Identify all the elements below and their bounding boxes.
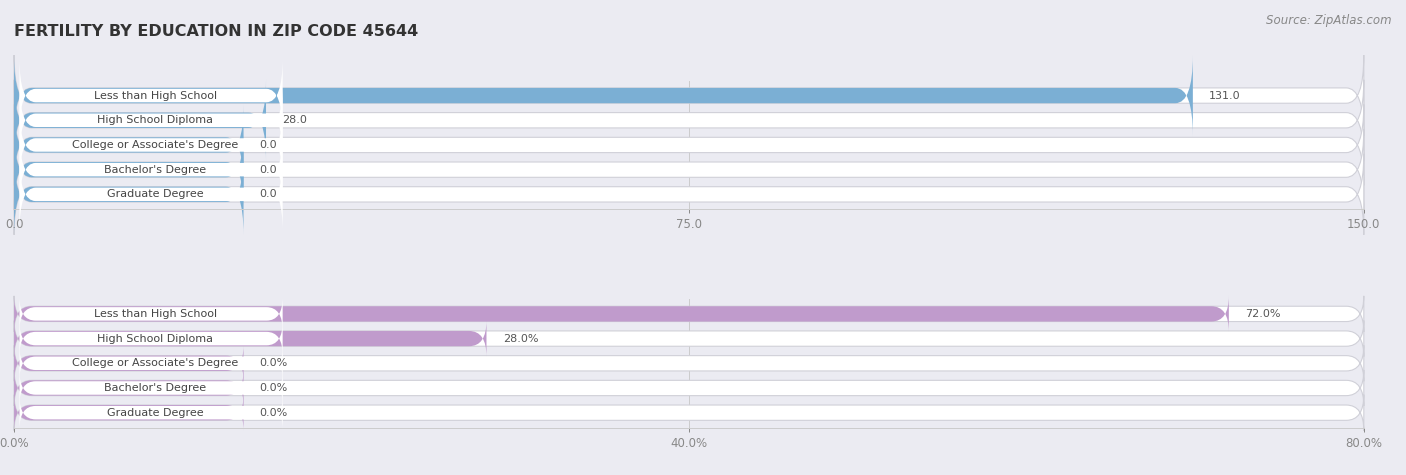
FancyBboxPatch shape <box>20 107 283 183</box>
FancyBboxPatch shape <box>20 132 283 208</box>
Text: Less than High School: Less than High School <box>94 91 217 101</box>
FancyBboxPatch shape <box>14 395 1364 431</box>
Text: 28.0: 28.0 <box>283 115 307 125</box>
Text: Bachelor's Degree: Bachelor's Degree <box>104 165 207 175</box>
FancyBboxPatch shape <box>14 395 243 431</box>
FancyBboxPatch shape <box>20 322 283 356</box>
FancyBboxPatch shape <box>20 346 283 380</box>
FancyBboxPatch shape <box>14 104 1364 185</box>
FancyBboxPatch shape <box>14 296 1364 332</box>
FancyBboxPatch shape <box>14 345 243 381</box>
FancyBboxPatch shape <box>14 321 486 357</box>
FancyBboxPatch shape <box>20 58 283 133</box>
Text: 0.0: 0.0 <box>260 140 277 150</box>
Text: High School Diploma: High School Diploma <box>97 333 214 343</box>
Text: 0.0%: 0.0% <box>260 358 288 368</box>
Text: 0.0%: 0.0% <box>260 383 288 393</box>
FancyBboxPatch shape <box>20 297 283 331</box>
Text: College or Associate's Degree: College or Associate's Degree <box>72 358 238 368</box>
Text: 0.0: 0.0 <box>260 190 277 200</box>
FancyBboxPatch shape <box>14 345 1364 381</box>
FancyBboxPatch shape <box>14 296 1229 332</box>
FancyBboxPatch shape <box>14 154 1364 235</box>
Text: 0.0: 0.0 <box>260 165 277 175</box>
FancyBboxPatch shape <box>20 371 283 405</box>
Text: Source: ZipAtlas.com: Source: ZipAtlas.com <box>1267 14 1392 27</box>
FancyBboxPatch shape <box>14 370 1364 406</box>
Text: Graduate Degree: Graduate Degree <box>107 408 204 418</box>
Text: 131.0: 131.0 <box>1209 91 1240 101</box>
Text: Less than High School: Less than High School <box>94 309 217 319</box>
FancyBboxPatch shape <box>14 104 243 185</box>
FancyBboxPatch shape <box>14 80 266 161</box>
FancyBboxPatch shape <box>14 321 1364 357</box>
FancyBboxPatch shape <box>14 129 243 210</box>
FancyBboxPatch shape <box>20 157 283 232</box>
FancyBboxPatch shape <box>14 55 1364 136</box>
Text: 28.0%: 28.0% <box>503 333 538 343</box>
Text: College or Associate's Degree: College or Associate's Degree <box>72 140 238 150</box>
Text: 72.0%: 72.0% <box>1246 309 1281 319</box>
Text: High School Diploma: High School Diploma <box>97 115 214 125</box>
Text: 0.0%: 0.0% <box>260 408 288 418</box>
FancyBboxPatch shape <box>20 83 283 158</box>
FancyBboxPatch shape <box>14 55 1192 136</box>
FancyBboxPatch shape <box>14 80 1364 161</box>
FancyBboxPatch shape <box>14 154 243 235</box>
Text: Graduate Degree: Graduate Degree <box>107 190 204 200</box>
Text: FERTILITY BY EDUCATION IN ZIP CODE 45644: FERTILITY BY EDUCATION IN ZIP CODE 45644 <box>14 24 419 39</box>
FancyBboxPatch shape <box>20 396 283 430</box>
FancyBboxPatch shape <box>14 129 1364 210</box>
FancyBboxPatch shape <box>14 370 243 406</box>
Text: Bachelor's Degree: Bachelor's Degree <box>104 383 207 393</box>
